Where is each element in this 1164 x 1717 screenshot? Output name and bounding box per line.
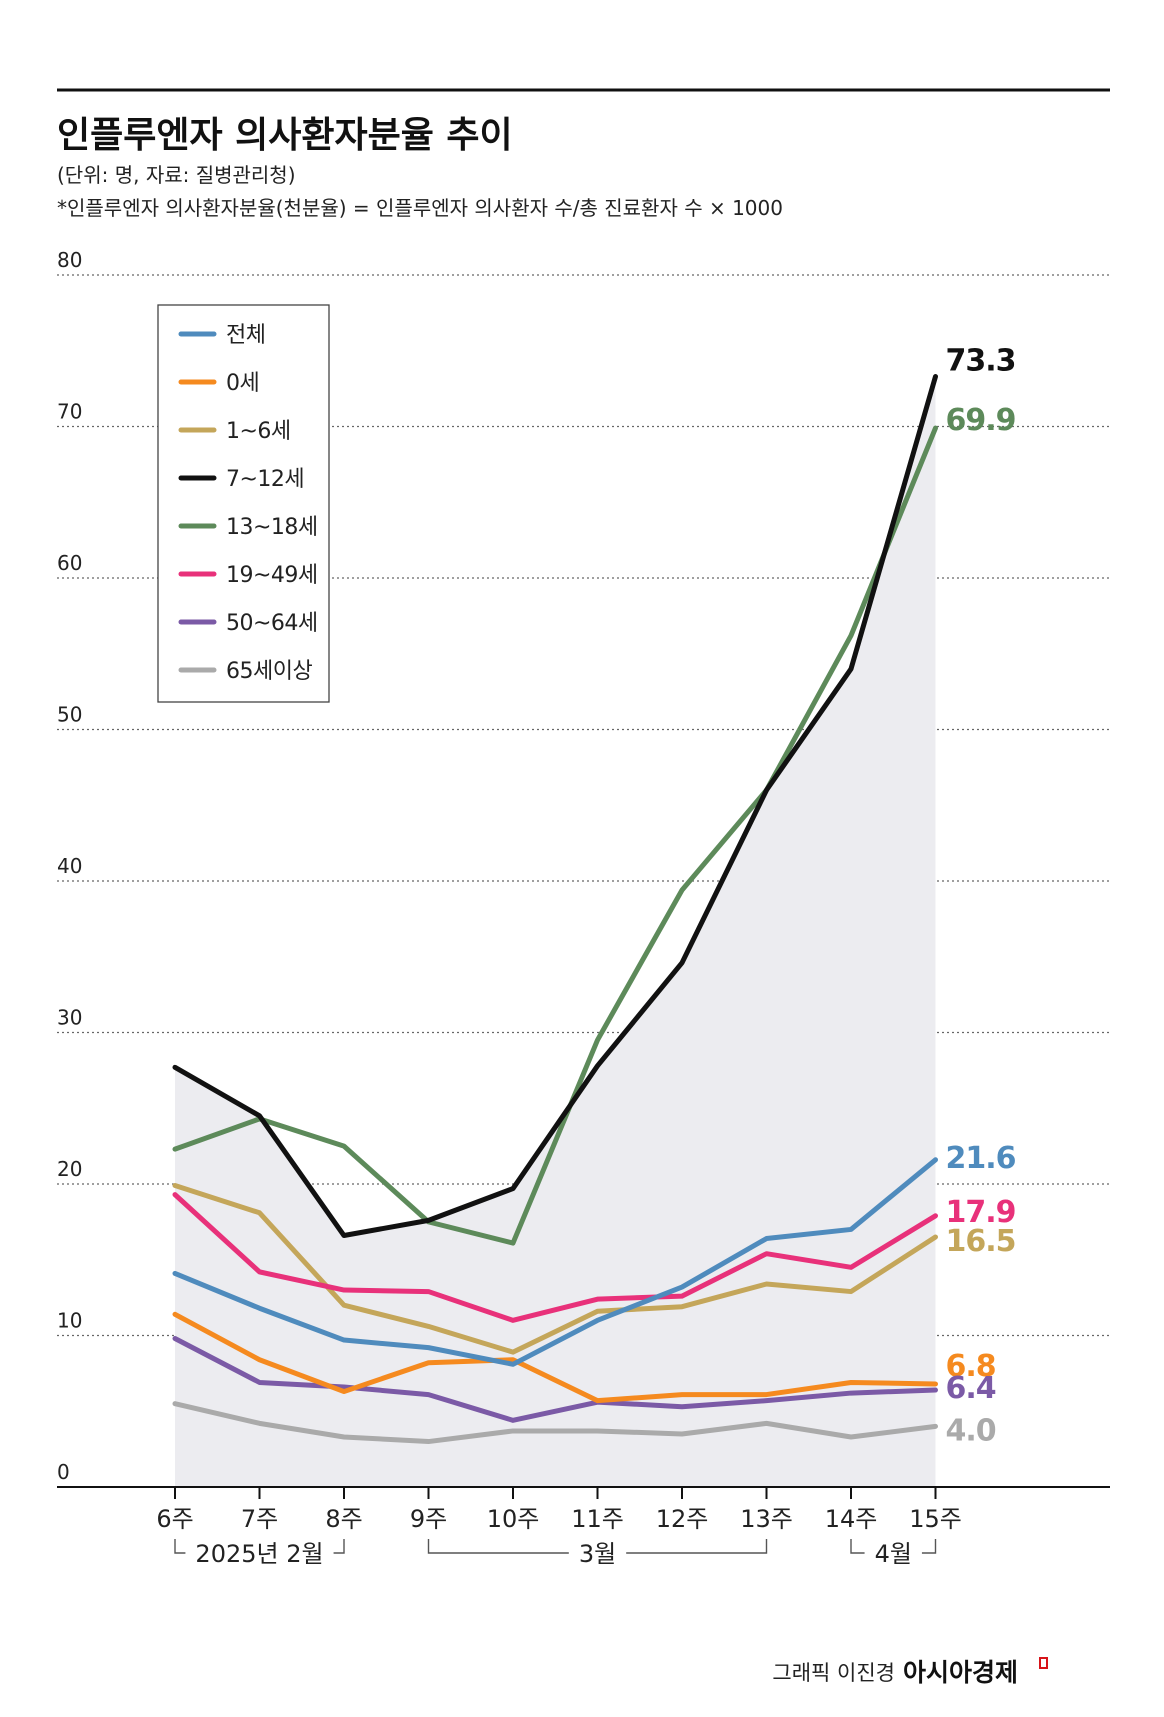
legend-label: 19~49세	[226, 563, 318, 588]
chart-subtitle: (단위: 명, 자료: 질병관리청)	[57, 163, 296, 187]
y-tick-label: 10	[57, 1309, 82, 1333]
end-value-label: 17.9	[946, 1195, 1016, 1230]
y-tick-label: 80	[57, 248, 82, 272]
end-value-label: 73.3	[946, 344, 1016, 379]
shaded-area-fill	[175, 376, 936, 1487]
legend-label: 전체	[226, 323, 265, 348]
brand-logo-mark-icon	[1039, 1657, 1048, 1669]
y-tick-label: 70	[57, 400, 82, 424]
y-tick-label: 40	[57, 854, 82, 878]
month-brackets: 2025년 2월 3월 4월	[174, 1539, 937, 1568]
x-axis: 6주 7주 8주 9주 10주 11주 12주 13주 14주 15주	[57, 1486, 1110, 1533]
footer-credit: 그래픽 이진경	[772, 1661, 895, 1685]
legend-label: 50~64세	[226, 611, 318, 636]
x-tick-label: 12주	[656, 1505, 709, 1533]
series-line-4	[172, 425, 938, 1246]
legend-box	[157, 304, 330, 703]
y-axis-ticks: 0 10 20 30 40 50 60 70 80	[57, 248, 82, 1484]
end-value-label: 16.5	[946, 1224, 1016, 1259]
y-tick-label: 60	[57, 551, 82, 575]
chart-title: 인플루엔자 의사환자분율 추이	[57, 115, 513, 156]
month-bracket-right	[626, 1539, 768, 1554]
x-tick-label: 7주	[241, 1505, 278, 1533]
end-value-label: 6.8	[946, 1349, 996, 1384]
x-tick-label: 6주	[156, 1505, 193, 1533]
shaded-area	[175, 376, 936, 1487]
end-value-label: 6.4	[946, 1371, 996, 1406]
end-value-label: 21.6	[946, 1141, 1016, 1176]
month-bracket-left	[427, 1539, 569, 1554]
legend-label: 0세	[226, 371, 259, 396]
y-tick-label: 20	[57, 1157, 82, 1181]
series-line-6	[172, 1336, 938, 1423]
end-value-label: 4.0	[946, 1413, 996, 1448]
month-bracket-left	[850, 1539, 865, 1554]
legend: 전체 0세 1~6세 7~12세 13~18세 19~49세 50~64세 65세이상	[157, 304, 330, 703]
x-tick-label: 15주	[909, 1505, 962, 1533]
y-tick-label: 0	[57, 1460, 70, 1484]
y-tick-label: 50	[57, 703, 82, 727]
legend-label: 7~12세	[226, 467, 304, 492]
month-bracket-right	[921, 1539, 937, 1554]
series-line-1	[172, 1311, 938, 1404]
end-value-label: 69.9	[946, 403, 1016, 438]
series-line-7	[172, 1401, 938, 1445]
legend-label: 65세이상	[226, 659, 312, 684]
month-label: 4월	[875, 1540, 912, 1568]
footer-brand: 아시아경제	[903, 1658, 1018, 1687]
month-label: 2025년 2월	[195, 1540, 323, 1568]
x-tick-label: 11주	[571, 1505, 624, 1533]
series-line-2	[172, 1183, 938, 1355]
x-tick-label: 13주	[740, 1505, 793, 1533]
series-line-0	[172, 1157, 938, 1367]
month-label: 3월	[579, 1540, 616, 1568]
chart-note: *인플루엔자 의사환자분율(천분율) = 인플루엔자 의사환자 수/총 진료환자…	[57, 196, 783, 220]
legend-label: 1~6세	[226, 419, 291, 444]
x-tick-label: 10주	[487, 1505, 540, 1533]
month-bracket-right	[333, 1539, 345, 1554]
end-value-labels: 21.6 6.8 16.5 73.3 69.9 17.9 6.4 4.0	[946, 344, 1017, 1449]
month-bracket-left	[174, 1539, 186, 1554]
series-line-5	[172, 1192, 938, 1323]
y-tick-label: 30	[57, 1006, 82, 1030]
x-tick-label: 8주	[325, 1505, 362, 1533]
series-lines	[172, 374, 938, 1445]
x-tick-label: 14주	[825, 1505, 878, 1533]
series-line-3	[172, 374, 938, 1239]
x-tick-label: 9주	[410, 1505, 447, 1533]
legend-label: 13~18세	[226, 515, 318, 540]
